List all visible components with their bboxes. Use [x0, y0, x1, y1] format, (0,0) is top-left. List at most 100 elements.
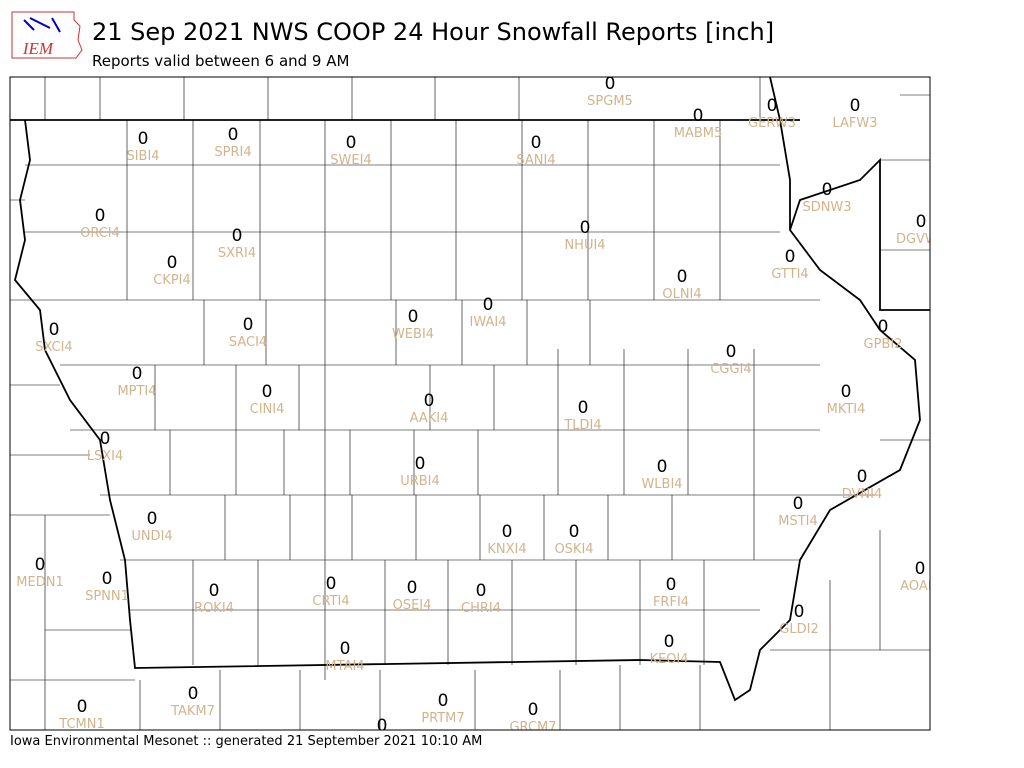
- station-value: 0: [841, 382, 852, 402]
- state-boundary: [10, 77, 930, 702]
- station-id: ROKI4: [194, 601, 234, 616]
- station-value: 0: [102, 569, 113, 589]
- station-value: 0: [915, 559, 926, 579]
- station-value: 0: [209, 581, 220, 601]
- station-value: 0: [326, 574, 337, 594]
- station-id: KEOI4: [649, 652, 688, 667]
- station-value: 0: [262, 382, 273, 402]
- station-id: OSEI4: [393, 598, 432, 613]
- station-value: 0: [657, 457, 668, 477]
- station-id: OLNI4: [662, 287, 701, 302]
- station-value: 0: [785, 247, 796, 267]
- station-id: SANI4: [516, 153, 555, 168]
- station-value: 0: [100, 429, 111, 449]
- station-id: PRTM7: [421, 711, 464, 726]
- station-id: CINI4: [250, 402, 285, 417]
- station-value: 0: [502, 522, 513, 542]
- station-value: 0: [377, 716, 388, 736]
- station-id: DGVW3: [896, 232, 946, 247]
- county-lines: [10, 77, 930, 730]
- station-id: DVNI4: [842, 487, 883, 502]
- station-id: MTAI4: [325, 659, 364, 674]
- station-id: SPGM5: [587, 94, 633, 109]
- station-id: URBI4: [400, 474, 440, 489]
- station-id: TCMN1: [58, 717, 104, 732]
- station-value: 0: [95, 206, 106, 226]
- station-value: 0: [528, 700, 539, 720]
- station-id: SACI4: [229, 335, 267, 350]
- station-value: 0: [243, 315, 254, 335]
- station-value: 0: [340, 639, 351, 659]
- station-id: GPBI2: [864, 337, 903, 352]
- station-value: 0: [666, 575, 677, 595]
- station-id: MSTI4: [778, 514, 818, 529]
- station-value: 0: [147, 509, 158, 529]
- station-value: 0: [132, 364, 143, 384]
- subtitle: Reports valid between 6 and 9 AM: [92, 52, 349, 70]
- station-value: 0: [578, 398, 589, 418]
- logo: IEM: [11, 11, 83, 59]
- map-frame: [9, 76, 931, 731]
- station-id: TLDI4: [563, 418, 601, 433]
- station-id: AOAI2: [900, 579, 940, 594]
- title: 21 Sep 2021 NWS COOP 24 Hour Snowfall Re…: [92, 18, 774, 46]
- station-value: 0: [232, 226, 243, 246]
- station-value: 0: [850, 96, 861, 116]
- station-value: 0: [569, 522, 580, 542]
- station-id: WEBI4: [392, 327, 434, 342]
- station-id: GTTI4: [771, 267, 808, 282]
- station-value: 0: [346, 133, 357, 153]
- station-id: MABM5: [674, 126, 723, 141]
- station-id: CGGI4: [710, 362, 751, 377]
- station-id: GERW3: [748, 116, 796, 131]
- station-id: SXCI4: [35, 340, 72, 355]
- station-value: 0: [138, 129, 149, 149]
- station-value: 0: [49, 320, 60, 340]
- station-value: 0: [188, 684, 199, 704]
- station-value: 0: [415, 454, 426, 474]
- station-id: SXRI4: [218, 246, 256, 261]
- station-value: 0: [693, 106, 704, 126]
- station-id: CHRI4: [461, 601, 501, 616]
- station-value: 0: [228, 125, 239, 145]
- station-id: TAKM7: [170, 704, 215, 719]
- station-id: MEDN1: [16, 575, 63, 590]
- station-value: 0: [767, 96, 778, 116]
- station-value: 0: [677, 267, 688, 287]
- station-id: SWEI4: [330, 153, 371, 168]
- station-value: 0: [794, 602, 805, 622]
- station-value: 0: [878, 317, 889, 337]
- station-id: MKTI4: [827, 402, 866, 417]
- station-value: 0: [483, 295, 494, 315]
- station-value: 0: [408, 307, 419, 327]
- station-value: 0: [664, 632, 675, 652]
- station-id: KNXI4: [487, 542, 526, 557]
- station-value: 0: [580, 218, 591, 238]
- station-id: LAFW3: [832, 116, 877, 131]
- station-id: IWAI4: [470, 315, 507, 330]
- station-id: CKPI4: [153, 273, 191, 288]
- station-id: AAKI4: [410, 411, 449, 426]
- station-id: MPTI4: [117, 384, 156, 399]
- station-value: 0: [476, 581, 487, 601]
- station-value: 0: [424, 391, 435, 411]
- station-id: ORCI4: [80, 226, 120, 241]
- logo-text: IEM: [22, 39, 54, 58]
- station-id: GLDI2: [779, 622, 818, 637]
- station-id: SPRI4: [214, 145, 251, 160]
- station-value: 0: [916, 212, 927, 232]
- station-id: CRTI4: [312, 594, 349, 609]
- station-value: 0: [438, 691, 449, 711]
- station-value: 0: [167, 253, 178, 273]
- station-value: 0: [793, 494, 804, 514]
- station-id: FRFI4: [653, 595, 689, 610]
- station-value: 0: [857, 467, 868, 487]
- station-id: NHUI4: [564, 238, 605, 253]
- station-value: 0: [605, 74, 616, 94]
- station-id: OSKI4: [554, 542, 593, 557]
- station-value: 0: [35, 555, 46, 575]
- station-id: WLBI4: [641, 477, 682, 492]
